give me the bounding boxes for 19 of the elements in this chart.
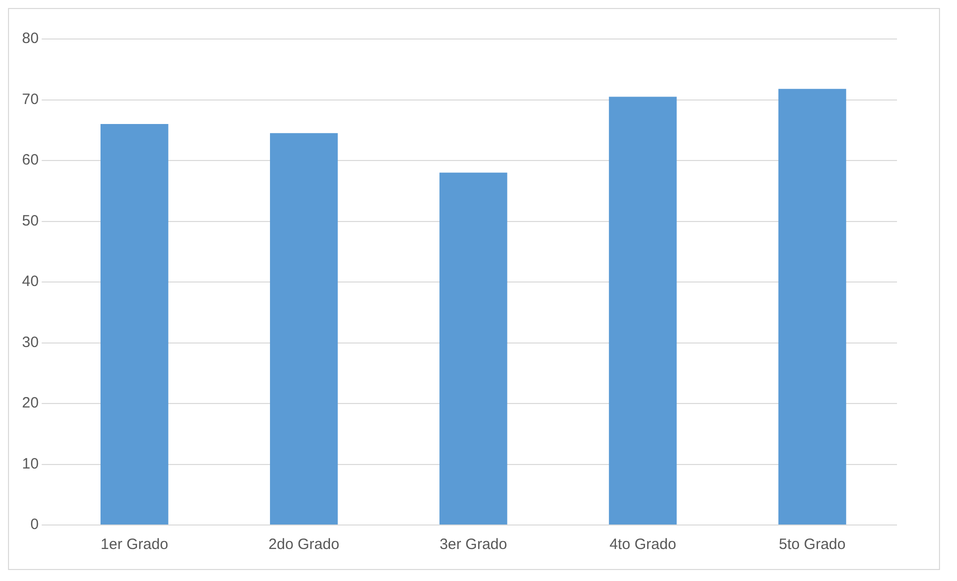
y-tick-label: 20 <box>22 394 39 412</box>
y-tick-label: 60 <box>22 152 39 169</box>
x-tick-label: 2do Grado <box>268 536 340 554</box>
x-tick-label: 4to Grado <box>609 536 676 554</box>
bar <box>100 124 168 524</box>
y-tick-label: 70 <box>22 90 39 108</box>
bar <box>439 172 508 524</box>
y-tick-label: 10 <box>22 455 39 472</box>
y-tick-label: 0 <box>30 516 39 534</box>
bar <box>270 133 338 524</box>
bar <box>608 96 677 524</box>
x-tick-label: 1er Grado <box>100 536 168 554</box>
x-tick-label: 3er Grado <box>440 536 508 554</box>
x-tick-label: 5to Grado <box>778 536 846 554</box>
bar <box>778 88 846 524</box>
y-tick-label: 30 <box>22 334 39 351</box>
y-tick-label: 50 <box>22 212 39 230</box>
y-tick-label: 40 <box>22 273 39 290</box>
y-tick-label: 80 <box>22 30 39 48</box>
